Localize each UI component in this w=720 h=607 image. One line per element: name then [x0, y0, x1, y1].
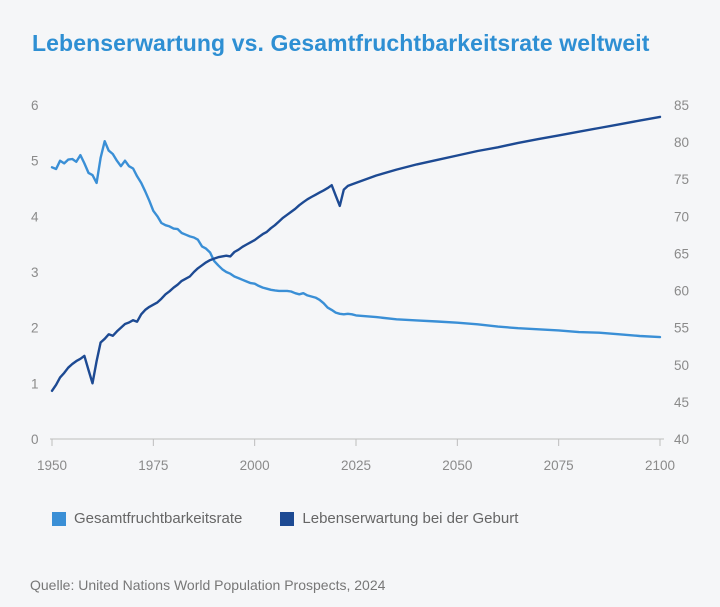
right-tick-label: 75: [674, 172, 689, 187]
right-tick-label: 50: [674, 358, 689, 373]
right-tick-label: 55: [674, 321, 689, 336]
left-tick-label: 2: [31, 321, 39, 336]
legend-label-tfr: Gesamtfruchtbarkeitsrate: [74, 510, 243, 527]
x-tick-label: 2100: [645, 458, 675, 473]
right-tick-label: 70: [674, 209, 689, 224]
x-axis: 1950 1975 2000 2025 2050 2075 2100: [37, 439, 675, 473]
series-line-life: [50, 115, 662, 392]
right-y-axis: 40 45 50 55 60 65 70 75 80 85: [674, 98, 689, 447]
left-tick-label: 4: [31, 209, 39, 224]
source-note: Quelle: United Nations World Population …: [30, 577, 386, 593]
chart-title: Lebenserwartung vs. Gesamtfruchtbarkeits…: [32, 30, 650, 56]
legend: Gesamtfruchtbarkeitsrate Lebenserwartung…: [52, 510, 556, 527]
left-tick-label: 5: [31, 154, 39, 169]
x-tick-label: 2025: [341, 458, 371, 473]
legend-item-life: Lebenserwartung bei der Geburt: [280, 510, 518, 527]
left-tick-label: 1: [31, 376, 39, 391]
right-tick-label: 45: [674, 395, 689, 410]
left-y-axis: 0 1 2 3 4 5 6: [31, 98, 39, 447]
right-tick-label: 40: [674, 432, 689, 447]
left-tick-label: 0: [31, 432, 39, 447]
legend-item-tfr: Gesamtfruchtbarkeitsrate: [52, 510, 242, 527]
right-tick-label: 80: [674, 135, 689, 150]
right-tick-label: 65: [674, 246, 689, 261]
x-tick-label: 2050: [442, 458, 472, 473]
legend-label-life: Lebenserwartung bei der Geburt: [302, 510, 519, 527]
right-tick-label: 85: [674, 98, 689, 113]
left-tick-label: 6: [31, 98, 39, 113]
series-group: [50, 115, 662, 392]
left-tick-label: 3: [31, 265, 39, 280]
right-tick-label: 60: [674, 284, 689, 299]
series-line-tfr: [50, 140, 662, 339]
x-tick-label: 1950: [37, 458, 67, 473]
legend-swatch-tfr: [52, 511, 66, 526]
x-tick-label: 2075: [544, 458, 574, 473]
legend-swatch-life: [280, 511, 295, 526]
x-tick-label: 2000: [240, 458, 270, 473]
x-tick-label: 1975: [138, 458, 168, 473]
